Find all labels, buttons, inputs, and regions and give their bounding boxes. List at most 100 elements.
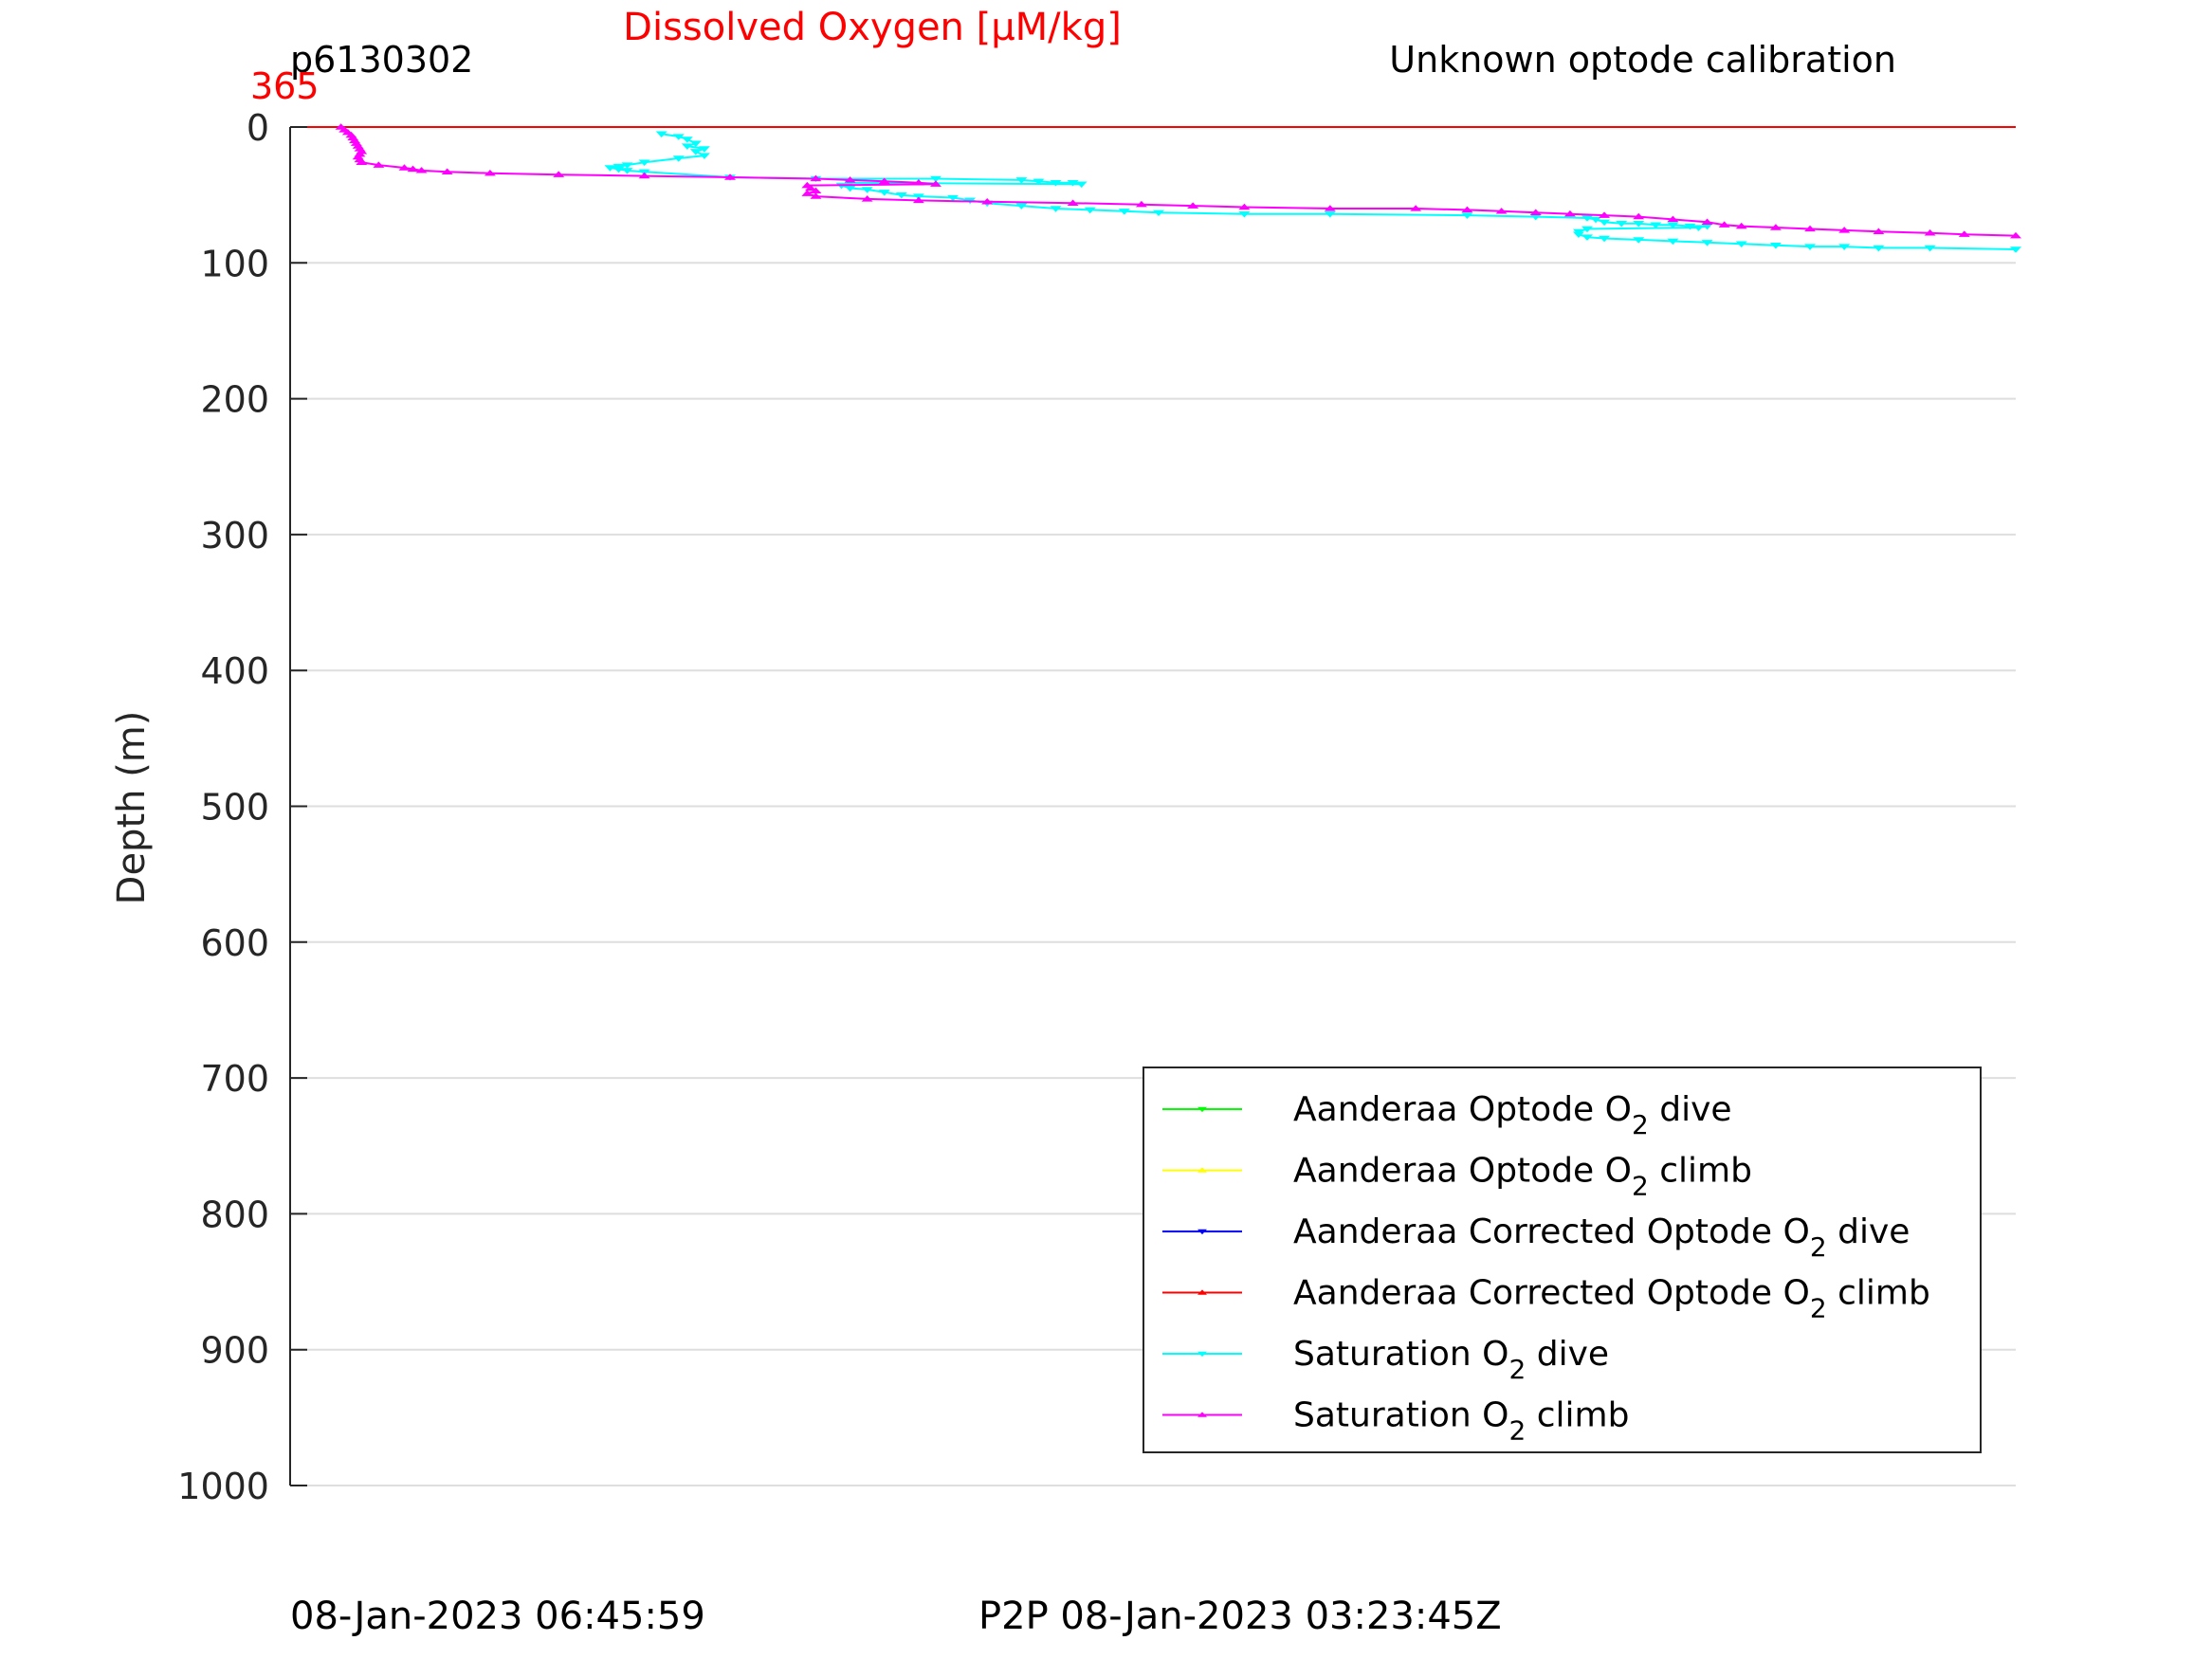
series-marker bbox=[929, 175, 941, 183]
series-marker bbox=[441, 168, 453, 174]
legend-swatch-marker bbox=[1197, 1351, 1207, 1358]
legend-entry-label: Saturation O2 dive bbox=[1293, 1335, 1609, 1385]
series-marker bbox=[1958, 230, 1970, 237]
series-marker bbox=[724, 173, 736, 180]
series-marker bbox=[1633, 212, 1645, 220]
series-marker bbox=[929, 180, 941, 187]
series-marker bbox=[1701, 218, 1713, 226]
series-marker bbox=[947, 194, 960, 202]
series-marker bbox=[1461, 206, 1473, 213]
series-marker bbox=[878, 190, 890, 196]
series-marker bbox=[1324, 211, 1336, 218]
series-marker bbox=[1590, 216, 1602, 224]
series-marker bbox=[698, 153, 710, 159]
series-marker bbox=[638, 172, 650, 179]
series-marker bbox=[912, 196, 924, 204]
series-line bbox=[339, 126, 2017, 237]
series-marker bbox=[1701, 223, 1713, 230]
series-marker bbox=[638, 159, 650, 167]
series-line bbox=[610, 133, 2017, 250]
series-marker bbox=[1015, 203, 1028, 210]
series-marker bbox=[1838, 244, 1851, 250]
legend-swatch-marker bbox=[1197, 1229, 1207, 1235]
series-marker bbox=[1050, 206, 1062, 212]
series-marker bbox=[1718, 221, 1730, 228]
series-marker bbox=[1495, 208, 1508, 214]
series-marker bbox=[1581, 215, 1593, 222]
y-tick-label: 500 bbox=[200, 787, 269, 829]
y-tick-label: 0 bbox=[247, 107, 269, 149]
series-marker bbox=[1667, 222, 1679, 228]
series-marker bbox=[1153, 210, 1164, 217]
series-marker bbox=[415, 167, 428, 173]
series-marker bbox=[801, 190, 814, 196]
series-marker bbox=[1701, 240, 1713, 246]
series-marker bbox=[1599, 211, 1611, 218]
series-marker bbox=[804, 184, 816, 191]
series-marker bbox=[1324, 205, 1336, 211]
series-marker bbox=[1563, 210, 1576, 217]
series-marker bbox=[1924, 228, 1936, 236]
series-marker bbox=[844, 185, 856, 192]
series-marker bbox=[1599, 235, 1611, 243]
legend-swatch-marker bbox=[1197, 1167, 1207, 1173]
series-marker bbox=[655, 131, 667, 137]
series-marker bbox=[1075, 181, 1088, 188]
series-marker bbox=[604, 165, 616, 172]
series-marker bbox=[1572, 231, 1584, 238]
legend-swatch-marker bbox=[1197, 1289, 1207, 1295]
legend-entry-label: Aanderaa Optode O2 climb bbox=[1293, 1152, 1752, 1202]
series-marker bbox=[553, 171, 565, 177]
y-tick-label: 300 bbox=[200, 515, 269, 556]
series-marker bbox=[1684, 223, 1696, 230]
series-marker bbox=[1238, 211, 1251, 218]
series-marker bbox=[1461, 212, 1473, 219]
series-marker bbox=[689, 149, 702, 155]
y-tick-label: 600 bbox=[200, 922, 269, 964]
series-marker bbox=[1924, 245, 1936, 252]
series-marker bbox=[1735, 222, 1747, 229]
series-marker bbox=[1118, 209, 1130, 215]
series-marker bbox=[810, 187, 822, 194]
series-marker bbox=[698, 146, 710, 153]
series-marker bbox=[2010, 231, 2021, 239]
series-marker bbox=[1581, 226, 1593, 233]
top-axis-tick-label: 365 bbox=[250, 65, 320, 107]
series-marker bbox=[681, 143, 693, 150]
series-marker bbox=[1692, 225, 1705, 231]
series-marker bbox=[1599, 219, 1611, 227]
top-right-label: Unknown optode calibration bbox=[1389, 39, 1896, 81]
series-marker bbox=[1410, 205, 1422, 211]
series-marker bbox=[1529, 213, 1542, 221]
series-marker bbox=[1804, 225, 1817, 232]
legend-entry-label: Saturation O2 climb bbox=[1293, 1396, 1629, 1447]
series-marker bbox=[1529, 209, 1542, 215]
legend-box bbox=[1143, 1066, 1982, 1453]
series-marker bbox=[878, 177, 890, 185]
series-marker bbox=[356, 158, 368, 165]
series-marker bbox=[484, 169, 496, 176]
series-group bbox=[335, 123, 2021, 253]
series-marker bbox=[2010, 246, 2021, 253]
series-marker bbox=[895, 191, 907, 199]
footer-left-text: 08-Jan-2023 06:45:59 bbox=[290, 1595, 705, 1638]
series-marker bbox=[1581, 234, 1593, 241]
series-marker bbox=[912, 178, 924, 186]
series-marker bbox=[1033, 178, 1045, 186]
series-marker bbox=[1067, 199, 1079, 206]
series-marker bbox=[1238, 203, 1251, 210]
series-marker bbox=[1735, 241, 1747, 248]
series-marker bbox=[1616, 221, 1628, 228]
series-marker bbox=[844, 176, 856, 183]
y-tick-label: 700 bbox=[200, 1058, 269, 1100]
series-marker bbox=[1187, 202, 1199, 209]
y-axis-label: Depth (m) bbox=[110, 711, 154, 905]
series-marker bbox=[1633, 221, 1645, 228]
series-marker bbox=[861, 187, 873, 193]
series-marker bbox=[398, 164, 411, 171]
series-marker bbox=[981, 198, 994, 205]
series-marker bbox=[1804, 244, 1817, 250]
series-marker bbox=[621, 168, 633, 174]
series-marker bbox=[1667, 215, 1679, 223]
